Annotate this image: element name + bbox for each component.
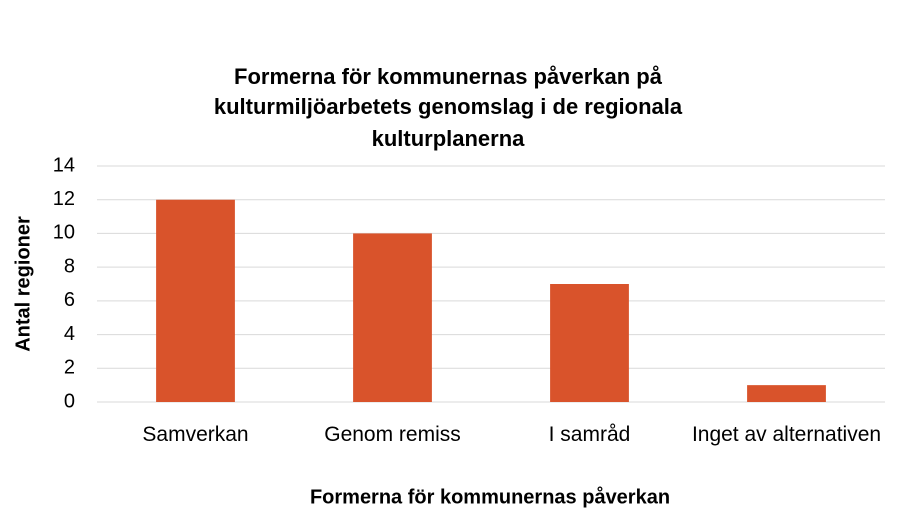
chart-title: kulturmiljöarbetets genomslag i de regio… [214, 94, 683, 119]
y-tick-label: 10 [53, 222, 75, 244]
y-tick-label: 6 [64, 289, 75, 311]
y-tick-label: 12 [53, 188, 75, 210]
y-tick-label: 4 [64, 323, 75, 345]
x-tick-label: I samråd [548, 423, 631, 446]
bar [156, 199, 235, 402]
y-tick-label: 8 [64, 255, 75, 277]
y-tick-label: 14 [53, 154, 75, 176]
x-axis-title: Formerna för kommunernas påverkan [310, 485, 670, 508]
y-tick-label: 2 [64, 357, 75, 379]
x-tick-label: Genom remiss [324, 423, 461, 446]
x-tick-label: Inget av alternativen [691, 423, 882, 446]
y-axis-title: Antal regioner [12, 216, 34, 352]
chart-title: Formerna för kommunernas påverkan på [234, 64, 663, 89]
bar [747, 385, 826, 402]
bar [353, 233, 432, 402]
bar [550, 284, 629, 402]
y-tick-label: 0 [64, 390, 75, 412]
chart-title: kulturplanerna [372, 126, 526, 151]
x-tick-label: Samverkan [142, 423, 249, 446]
